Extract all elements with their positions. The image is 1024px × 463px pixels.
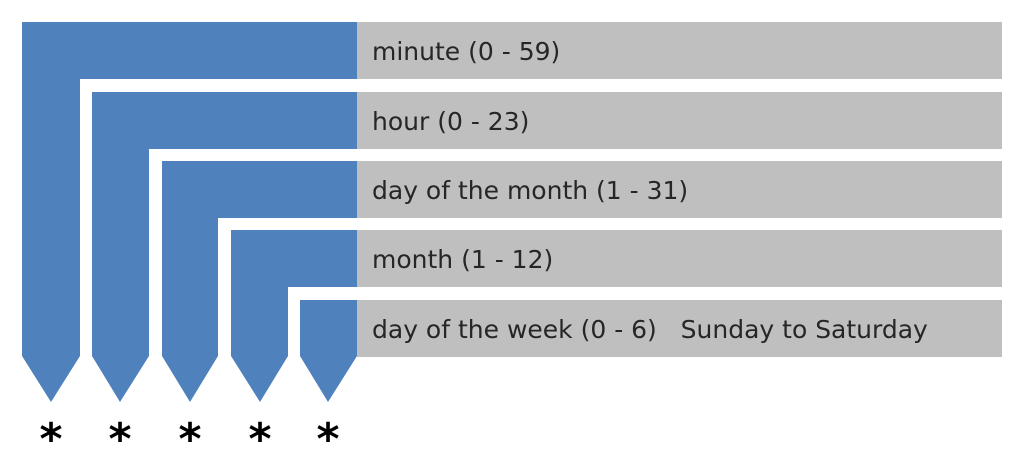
label-day-of-week: day of the week (0 - 6) Sunday to Saturd… (372, 315, 928, 344)
arrow-day-of-month (162, 161, 357, 402)
asterisk-hour: * (108, 414, 131, 463)
bar-day-of-week (357, 300, 1002, 357)
bar-hour (357, 92, 1002, 149)
asterisk-minute: * (39, 414, 62, 463)
arrow-day-of-week (300, 300, 357, 402)
asterisk-month: * (248, 414, 271, 463)
bar-minute (357, 22, 1002, 79)
bar-day-of-month (357, 161, 1002, 218)
label-month: month (1 - 12) (372, 245, 553, 274)
arrow-minute (22, 22, 357, 402)
asterisk-day-of-week: * (316, 414, 339, 463)
arrow-hour (92, 92, 357, 402)
arrow-month (231, 230, 357, 402)
label-minute: minute (0 - 59) (372, 37, 560, 66)
label-hour: hour (0 - 23) (372, 107, 529, 136)
bar-month (357, 230, 1002, 287)
label-day-of-month: day of the month (1 - 31) (372, 176, 688, 205)
asterisk-day-of-month: * (178, 414, 201, 463)
